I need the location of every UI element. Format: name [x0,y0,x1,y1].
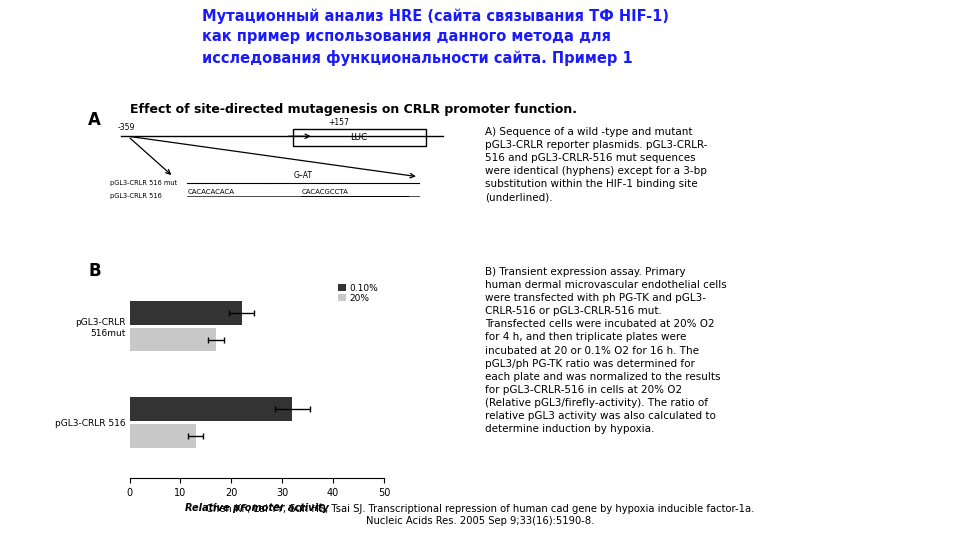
Bar [130,301,242,325]
Bar [130,328,216,352]
Text: B: B [88,262,101,280]
Text: Effect of site-directed mutagenesis on CRLR promoter function.: Effect of site-directed mutagenesis on C… [130,103,577,116]
Text: LUC: LUC [350,133,368,142]
Text: B) Transient expression assay. Primary
human dermal microvascular endothelial ce: B) Transient expression assay. Primary h… [485,267,727,434]
Text: Chen KF, Lai YY, Sun HS, Tsai SJ. Transcriptional repression of human cad gene b: Chen KF, Lai YY, Sun HS, Tsai SJ. Transc… [205,504,755,526]
Legend: 0.10%, 20%: 0.10%, 20% [337,282,379,304]
Text: CACACACACA: CACACACACA [187,189,234,195]
Text: Мутационный анализ HRE (сайта связывания ТФ HIF-1)
как пример использования данн: Мутационный анализ HRE (сайта связывания… [202,8,668,66]
Text: +157: +157 [327,118,348,127]
Text: A) Sequence of a wild -type and mutant
pGL3-CRLR reporter plasmids. pGL3-CRLR-
5: A) Sequence of a wild -type and mutant p… [485,127,708,202]
Text: pGL3-CRLR 516: pGL3-CRLR 516 [110,193,162,199]
Text: pGL3-CRLR 516 mut: pGL3-CRLR 516 mut [110,180,178,186]
Bar [130,397,293,421]
FancyBboxPatch shape [293,129,426,146]
Text: -359: -359 [117,123,134,132]
Text: G–AT: G–AT [294,171,313,180]
Bar [130,424,196,448]
X-axis label: Relative promoter activity: Relative promoter activity [185,503,328,513]
Text: A: A [88,111,101,129]
Text: CACACGCCTA: CACACGCCTA [301,189,348,195]
